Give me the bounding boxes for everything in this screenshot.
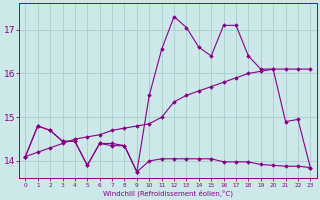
X-axis label: Windchill (Refroidissement éolien,°C): Windchill (Refroidissement éolien,°C): [103, 189, 233, 197]
